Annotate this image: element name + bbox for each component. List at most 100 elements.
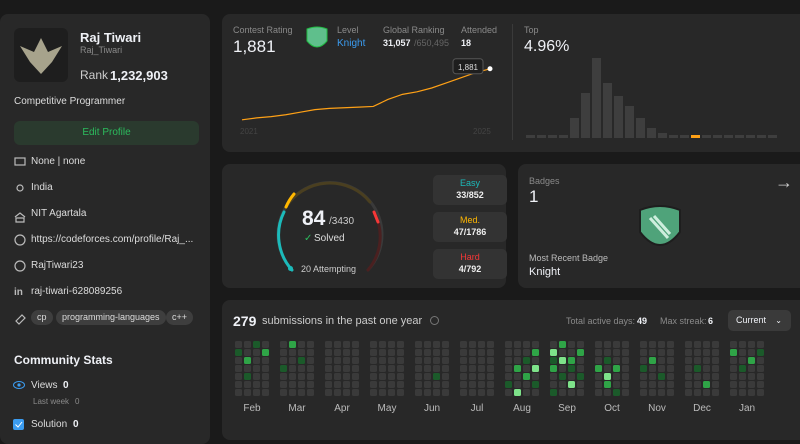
heatmap-cell	[415, 365, 422, 372]
heatmap-cell	[433, 381, 440, 388]
difficulty-box: Hard 4/792	[433, 249, 507, 279]
rating-line	[241, 68, 491, 121]
recent-badge: Knight	[529, 266, 561, 278]
heatmap-cell	[730, 357, 737, 364]
heatmap-cell	[595, 381, 602, 388]
heatmap-cell	[748, 357, 755, 364]
detail[interactable]: raj-tiwari-628089256	[31, 286, 123, 297]
edit-profile-button[interactable]: Edit Profile	[14, 121, 199, 145]
heatmap-cell	[460, 389, 467, 396]
heatmap-cell	[352, 341, 359, 348]
period: Current	[736, 315, 767, 325]
heatmap-cell	[352, 349, 359, 356]
heatmap-cell	[280, 357, 287, 364]
heatmap-cell	[649, 341, 656, 348]
heatmap-cell	[388, 373, 395, 380]
heatmap-cell	[685, 357, 692, 364]
heatmap-cell	[730, 349, 737, 356]
heatmap-cell	[370, 373, 377, 380]
heatmap-cell	[334, 389, 341, 396]
heatmap-cell	[415, 349, 422, 356]
heatmap-cell	[433, 357, 440, 364]
heatmap-cell	[244, 341, 251, 348]
heatmap-cell	[262, 357, 269, 364]
heatmap-cell	[703, 341, 710, 348]
heatmap-cell	[424, 389, 431, 396]
heatmap-cell	[415, 357, 422, 364]
distribution-bar	[757, 135, 766, 138]
heatmap-cell	[622, 349, 629, 356]
heatmap-cell	[685, 349, 692, 356]
heatmap-cell	[289, 389, 296, 396]
heatmap-cell	[694, 381, 701, 388]
heatmap-cell	[487, 341, 494, 348]
heatmap-cell	[289, 349, 296, 356]
month-label: Jun	[424, 403, 440, 414]
rank-label: Rank	[80, 68, 109, 82]
heatmap-cell	[325, 349, 332, 356]
heatmap-cell	[370, 389, 377, 396]
heatmap-cell	[505, 381, 512, 388]
heatmap-cell	[325, 389, 332, 396]
heatmap-cell	[478, 357, 485, 364]
heatmap-cell	[325, 373, 332, 380]
heatmap-cell	[568, 373, 575, 380]
distribution-bar	[680, 135, 689, 138]
heatmap-cell	[703, 389, 710, 396]
level: Knight	[337, 38, 366, 49]
heatmap-cell	[478, 381, 485, 388]
heatmap-cell	[280, 381, 287, 388]
heatmap-cell	[379, 381, 386, 388]
heatmap-cell	[379, 341, 386, 348]
badges-arrow[interactable]: →	[775, 172, 793, 192]
heatmap-cell	[685, 365, 692, 372]
heatmap-cell	[442, 381, 449, 388]
distribution-bar	[625, 106, 634, 138]
heatmap-cell	[640, 349, 647, 356]
heatmap-cell	[604, 373, 611, 380]
detail[interactable]: https://codeforces.com/profile/Raj_...	[31, 234, 194, 245]
heatmap-cell	[613, 341, 620, 348]
level-label: Level	[337, 25, 359, 35]
heatmap-cell	[244, 365, 251, 372]
heatmap-cell	[577, 389, 584, 396]
heatmap-cell	[433, 373, 440, 380]
detail: None | none	[31, 156, 86, 167]
heatmap-cell	[568, 341, 575, 348]
heatmap-cell	[712, 349, 719, 356]
heatmap-cell	[415, 373, 422, 380]
heatmap-cell	[460, 365, 467, 372]
month-label: Jul	[471, 403, 484, 414]
solved-label: Solved	[314, 233, 345, 244]
skill-chip: cp	[31, 310, 53, 325]
heatmap-cell	[424, 373, 431, 380]
rating-label: Contest Rating	[233, 25, 293, 35]
views-label: Views	[31, 380, 58, 391]
solution-label: Solution	[31, 419, 68, 430]
heatmap-cell	[235, 373, 242, 380]
heatmap-cell	[703, 357, 710, 364]
heatmap-cell	[262, 389, 269, 396]
heatmap-cell	[739, 357, 746, 364]
solved-count: 84	[302, 207, 326, 230]
heatmap-cell	[730, 365, 737, 372]
distribution-bar	[691, 135, 700, 138]
heatmap-cell	[685, 341, 692, 348]
heatmap-cell	[307, 381, 314, 388]
heatmap-cell	[424, 341, 431, 348]
info-icon[interactable]	[430, 316, 439, 325]
heatmap-cell	[577, 365, 584, 372]
tooltip: 1,881	[458, 63, 479, 72]
global-total: /650,495	[414, 38, 450, 48]
heatmap-cell	[568, 389, 575, 396]
attended-label: Attended	[461, 25, 498, 35]
month-label: Mar	[288, 403, 306, 414]
heatmap-cell	[550, 373, 557, 380]
distribution-bar	[768, 135, 777, 138]
global-rank: 31,057	[383, 38, 411, 48]
heatmap-cell	[370, 357, 377, 364]
period-dropdown[interactable]: Current ⌄	[728, 310, 791, 331]
heatmap-cell	[235, 365, 242, 372]
heatmap-cell	[298, 365, 305, 372]
detail[interactable]: RajTiwari23	[31, 260, 84, 271]
